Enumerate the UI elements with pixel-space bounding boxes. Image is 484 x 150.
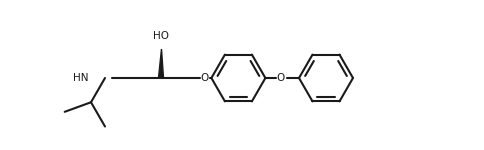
Text: HN: HN: [72, 73, 88, 83]
Text: HO: HO: [152, 31, 168, 41]
Text: O: O: [276, 73, 284, 83]
Text: O: O: [200, 73, 208, 83]
Polygon shape: [158, 49, 163, 78]
